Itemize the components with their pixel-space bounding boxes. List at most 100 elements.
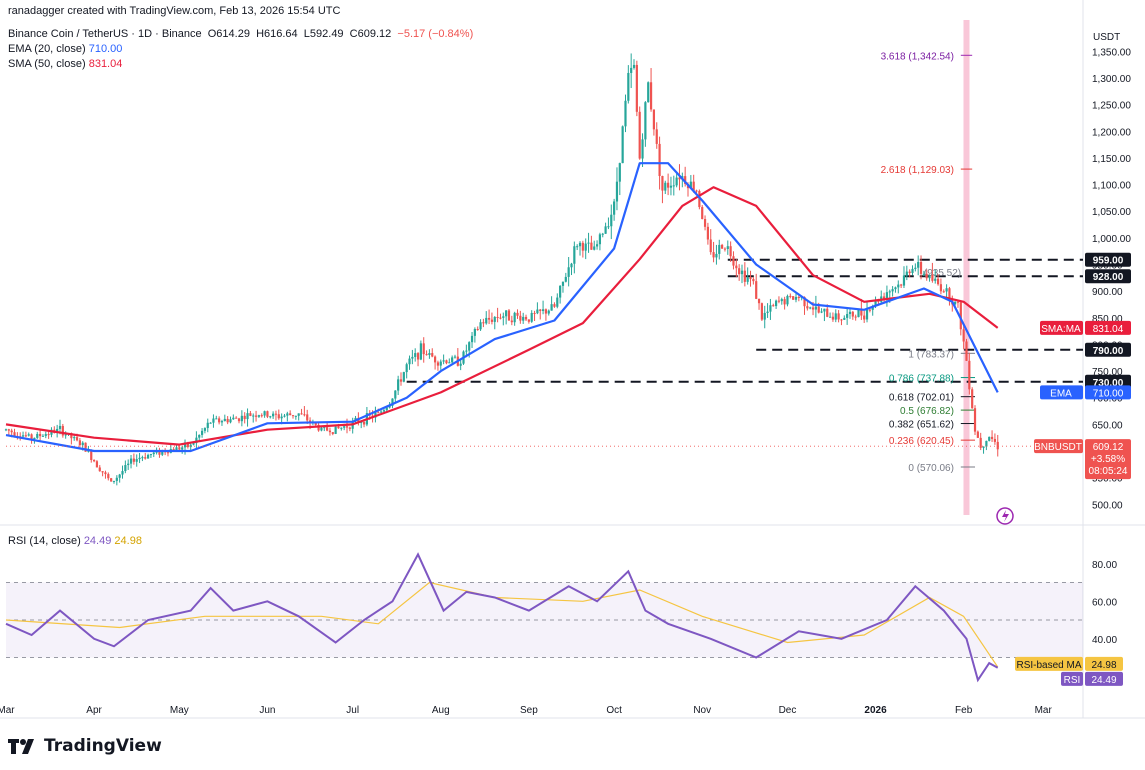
candle-body: [186, 442, 189, 448]
ema-legend[interactable]: EMA (20, close) 710.00: [8, 43, 123, 55]
candle-body: [667, 182, 670, 188]
candle-body: [922, 273, 925, 275]
candle-body: [47, 434, 50, 436]
price-tick-label: 1,000.00: [1092, 234, 1131, 245]
candle-body: [95, 461, 99, 468]
time-tick-label: Feb: [955, 705, 973, 716]
price-tick-label: 650.00: [1092, 420, 1123, 431]
price-tick-label: 750.00: [1092, 367, 1123, 378]
candle-body: [388, 405, 391, 408]
candle-body: [428, 353, 431, 356]
candle-body: [337, 426, 340, 429]
candle-body: [229, 419, 232, 423]
candle-body: [260, 415, 263, 417]
candle-body: [669, 185, 673, 188]
candle-body: [524, 316, 528, 320]
time-tick-label: Mar: [0, 705, 15, 716]
candle-body: [58, 425, 62, 429]
candle-body: [698, 191, 701, 208]
candle-body: [246, 413, 249, 420]
candle-body: [567, 267, 570, 277]
candle-body: [578, 242, 582, 247]
candle-body: [90, 450, 93, 460]
candle-body: [973, 408, 977, 432]
fib-retracement-label: 0.5 (676.82): [900, 406, 954, 417]
candle-body: [857, 309, 860, 318]
price-tick-label: 1,300.00: [1092, 74, 1131, 85]
candle-body: [738, 268, 741, 275]
candle-body: [564, 276, 567, 282]
candle-body: [328, 430, 332, 433]
candle-body: [240, 415, 243, 422]
symbol-name[interactable]: Binance Coin / TetherUS · 1D · Binance: [8, 28, 202, 40]
candle-body: [374, 412, 377, 418]
candle-body: [294, 415, 297, 417]
candle-body: [357, 417, 360, 424]
candle-body: [604, 226, 607, 234]
candle-body: [175, 447, 178, 451]
candle-body: [112, 480, 116, 482]
candle-body: [476, 328, 479, 330]
candle-body: [644, 102, 647, 140]
candle-body: [226, 418, 229, 423]
candle-body: [405, 364, 408, 373]
rsi-ma-line: [5, 581, 999, 668]
tradingview-logo[interactable]: TradingView: [8, 736, 162, 756]
price-tick-label: 900.00: [1092, 287, 1123, 298]
candle-body: [235, 417, 238, 419]
time-tick-label: Nov: [693, 705, 711, 716]
candle-body: [598, 234, 602, 245]
candle-body: [397, 379, 400, 391]
candle-body: [601, 233, 604, 235]
candle-body: [132, 458, 135, 462]
candle-body: [811, 307, 815, 310]
candle-body: [661, 176, 664, 191]
candle-body: [30, 434, 33, 440]
candle-body: [783, 299, 786, 305]
indicator-value-tag: [1085, 320, 1131, 335]
candle-body: [92, 459, 96, 462]
candle-body: [900, 284, 903, 286]
candle-body: [615, 181, 619, 202]
tradingview-logo-icon: [8, 739, 34, 754]
rsi-tick-label: 60.00: [1092, 597, 1117, 608]
candle-body: [468, 342, 471, 351]
candle-body: [493, 316, 496, 322]
level-price-tag: [1085, 252, 1131, 267]
candle-body: [772, 305, 775, 307]
candle-body: [706, 226, 709, 240]
candle-body: [300, 413, 303, 415]
price-tick-label: 1,150.00: [1092, 154, 1131, 165]
level-price-tag: [1085, 342, 1131, 357]
candle-body: [769, 305, 772, 312]
fib-retracement-label: 0.618 (702.01): [889, 393, 954, 404]
candle-body: [971, 389, 974, 409]
candle-body: [863, 315, 866, 320]
rsi-legend[interactable]: RSI (14, close) 24.49 24.98: [8, 535, 142, 547]
candle-body: [635, 64, 638, 112]
candle-body: [618, 163, 621, 182]
candle-body: [942, 291, 945, 293]
candle-body: [345, 426, 349, 428]
sma-legend[interactable]: SMA (50, close) 831.04: [8, 58, 123, 70]
candle-body: [172, 449, 175, 451]
level-price-label: 790.00: [1093, 346, 1124, 357]
candle-body: [323, 427, 326, 429]
candle-body: [436, 362, 440, 366]
candle-body: [917, 261, 920, 268]
candle-body: [470, 335, 474, 343]
candle-body: [729, 246, 732, 257]
candle-body: [985, 440, 988, 447]
indicator-name-label: SMA:MA: [1041, 324, 1081, 335]
candle-body: [533, 312, 536, 314]
candle-body: [536, 309, 539, 314]
candle-body: [726, 246, 729, 249]
candle-body: [990, 436, 994, 439]
candle-body: [21, 435, 25, 437]
symbol-price-tag: [1085, 439, 1131, 480]
time-tick-label: Aug: [432, 705, 450, 716]
candle-body: [553, 304, 556, 307]
candle-body: [774, 300, 778, 307]
candle-body: [814, 306, 817, 310]
